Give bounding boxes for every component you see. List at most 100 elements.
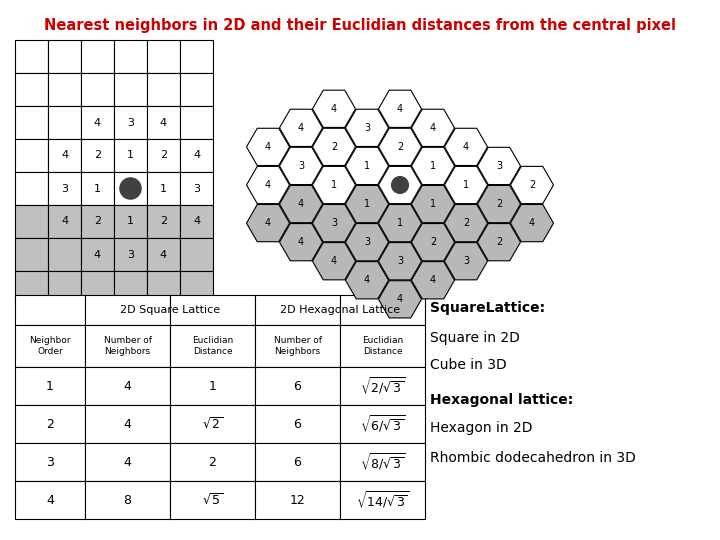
- Bar: [15, 367, 85, 405]
- Polygon shape: [412, 109, 454, 146]
- Text: 3: 3: [298, 161, 304, 171]
- Text: 4: 4: [298, 237, 304, 247]
- Text: 2: 2: [463, 218, 469, 228]
- Text: 2: 2: [160, 217, 167, 226]
- Bar: [147, 172, 180, 205]
- Circle shape: [392, 177, 408, 193]
- Bar: [170, 295, 255, 325]
- Polygon shape: [312, 205, 356, 242]
- Polygon shape: [379, 166, 421, 204]
- Polygon shape: [346, 185, 389, 222]
- Text: 3: 3: [463, 256, 469, 266]
- Bar: [15, 172, 48, 205]
- Text: 3: 3: [193, 184, 200, 193]
- Text: 4: 4: [94, 118, 101, 127]
- Bar: [180, 172, 213, 205]
- Bar: [15, 443, 85, 481]
- Bar: [15, 481, 85, 519]
- Polygon shape: [312, 129, 356, 166]
- Bar: [114, 238, 147, 271]
- Text: 2: 2: [430, 237, 436, 247]
- Bar: [85, 295, 170, 325]
- Text: $\sqrt{2}$: $\sqrt{2}$: [202, 416, 223, 431]
- Text: SquareLattice:: SquareLattice:: [430, 301, 545, 315]
- Text: 12: 12: [289, 494, 305, 507]
- Polygon shape: [346, 224, 389, 261]
- Polygon shape: [510, 205, 554, 242]
- Bar: [81, 106, 114, 139]
- Text: 1: 1: [127, 217, 134, 226]
- Text: 2: 2: [46, 417, 54, 430]
- Bar: [81, 73, 114, 106]
- Text: 4: 4: [61, 217, 68, 226]
- Bar: [180, 73, 213, 106]
- Text: 6: 6: [294, 417, 302, 430]
- Bar: [15, 73, 48, 106]
- Polygon shape: [346, 109, 389, 146]
- Text: 1: 1: [160, 184, 167, 193]
- Text: 3: 3: [61, 184, 68, 193]
- Text: Number of
Neighbors: Number of Neighbors: [104, 336, 151, 356]
- Text: 3: 3: [46, 456, 54, 469]
- Text: 1: 1: [463, 180, 469, 190]
- Bar: [180, 238, 213, 271]
- Polygon shape: [346, 262, 389, 299]
- Text: 1: 1: [331, 180, 337, 190]
- Text: $\sqrt{6/\sqrt{3}}$: $\sqrt{6/\sqrt{3}}$: [360, 414, 405, 435]
- Bar: [147, 40, 180, 73]
- Bar: [255, 443, 340, 481]
- Bar: [340, 325, 425, 367]
- Text: Square in 2D: Square in 2D: [430, 331, 520, 345]
- Text: 4: 4: [529, 218, 535, 228]
- Text: 4: 4: [430, 123, 436, 133]
- Text: Cube in 3D: Cube in 3D: [430, 358, 507, 372]
- Bar: [81, 238, 114, 271]
- Text: 4: 4: [124, 380, 132, 393]
- Text: 1: 1: [430, 161, 436, 171]
- Text: 2: 2: [529, 180, 535, 190]
- Bar: [85, 405, 170, 443]
- Polygon shape: [379, 129, 421, 166]
- Bar: [114, 172, 147, 205]
- Bar: [48, 73, 81, 106]
- Polygon shape: [379, 205, 421, 242]
- Text: $\sqrt{2/\sqrt{3}}$: $\sqrt{2/\sqrt{3}}$: [360, 375, 405, 396]
- Bar: [180, 40, 213, 73]
- Bar: [48, 205, 81, 238]
- Bar: [147, 238, 180, 271]
- Text: $\sqrt{14/\sqrt{3}}$: $\sqrt{14/\sqrt{3}}$: [356, 489, 409, 510]
- Polygon shape: [412, 224, 454, 261]
- Bar: [48, 271, 81, 304]
- Bar: [340, 443, 425, 481]
- Bar: [147, 73, 180, 106]
- Polygon shape: [412, 185, 454, 222]
- Bar: [170, 481, 255, 519]
- Text: 4: 4: [463, 142, 469, 152]
- Text: 1: 1: [94, 184, 101, 193]
- Bar: [15, 106, 48, 139]
- Bar: [15, 238, 48, 271]
- Polygon shape: [246, 166, 289, 204]
- Polygon shape: [379, 242, 421, 280]
- Text: 1: 1: [127, 151, 134, 160]
- Bar: [170, 405, 255, 443]
- Text: 3: 3: [364, 123, 370, 133]
- Text: 4: 4: [94, 249, 101, 260]
- Text: 4: 4: [193, 217, 200, 226]
- Text: 4: 4: [265, 180, 271, 190]
- Text: 3: 3: [496, 161, 502, 171]
- Polygon shape: [477, 147, 521, 185]
- Polygon shape: [444, 205, 487, 242]
- Bar: [114, 73, 147, 106]
- Bar: [255, 325, 340, 367]
- Bar: [15, 139, 48, 172]
- Bar: [114, 139, 147, 172]
- Text: 1: 1: [209, 380, 217, 393]
- Text: Neighbor
Order: Neighbor Order: [30, 336, 71, 356]
- Text: 4: 4: [193, 151, 200, 160]
- Text: 4: 4: [265, 218, 271, 228]
- Text: 4: 4: [298, 123, 304, 133]
- Text: $\sqrt{8/\sqrt{3}}$: $\sqrt{8/\sqrt{3}}$: [360, 451, 405, 472]
- Polygon shape: [279, 185, 323, 222]
- Bar: [255, 405, 340, 443]
